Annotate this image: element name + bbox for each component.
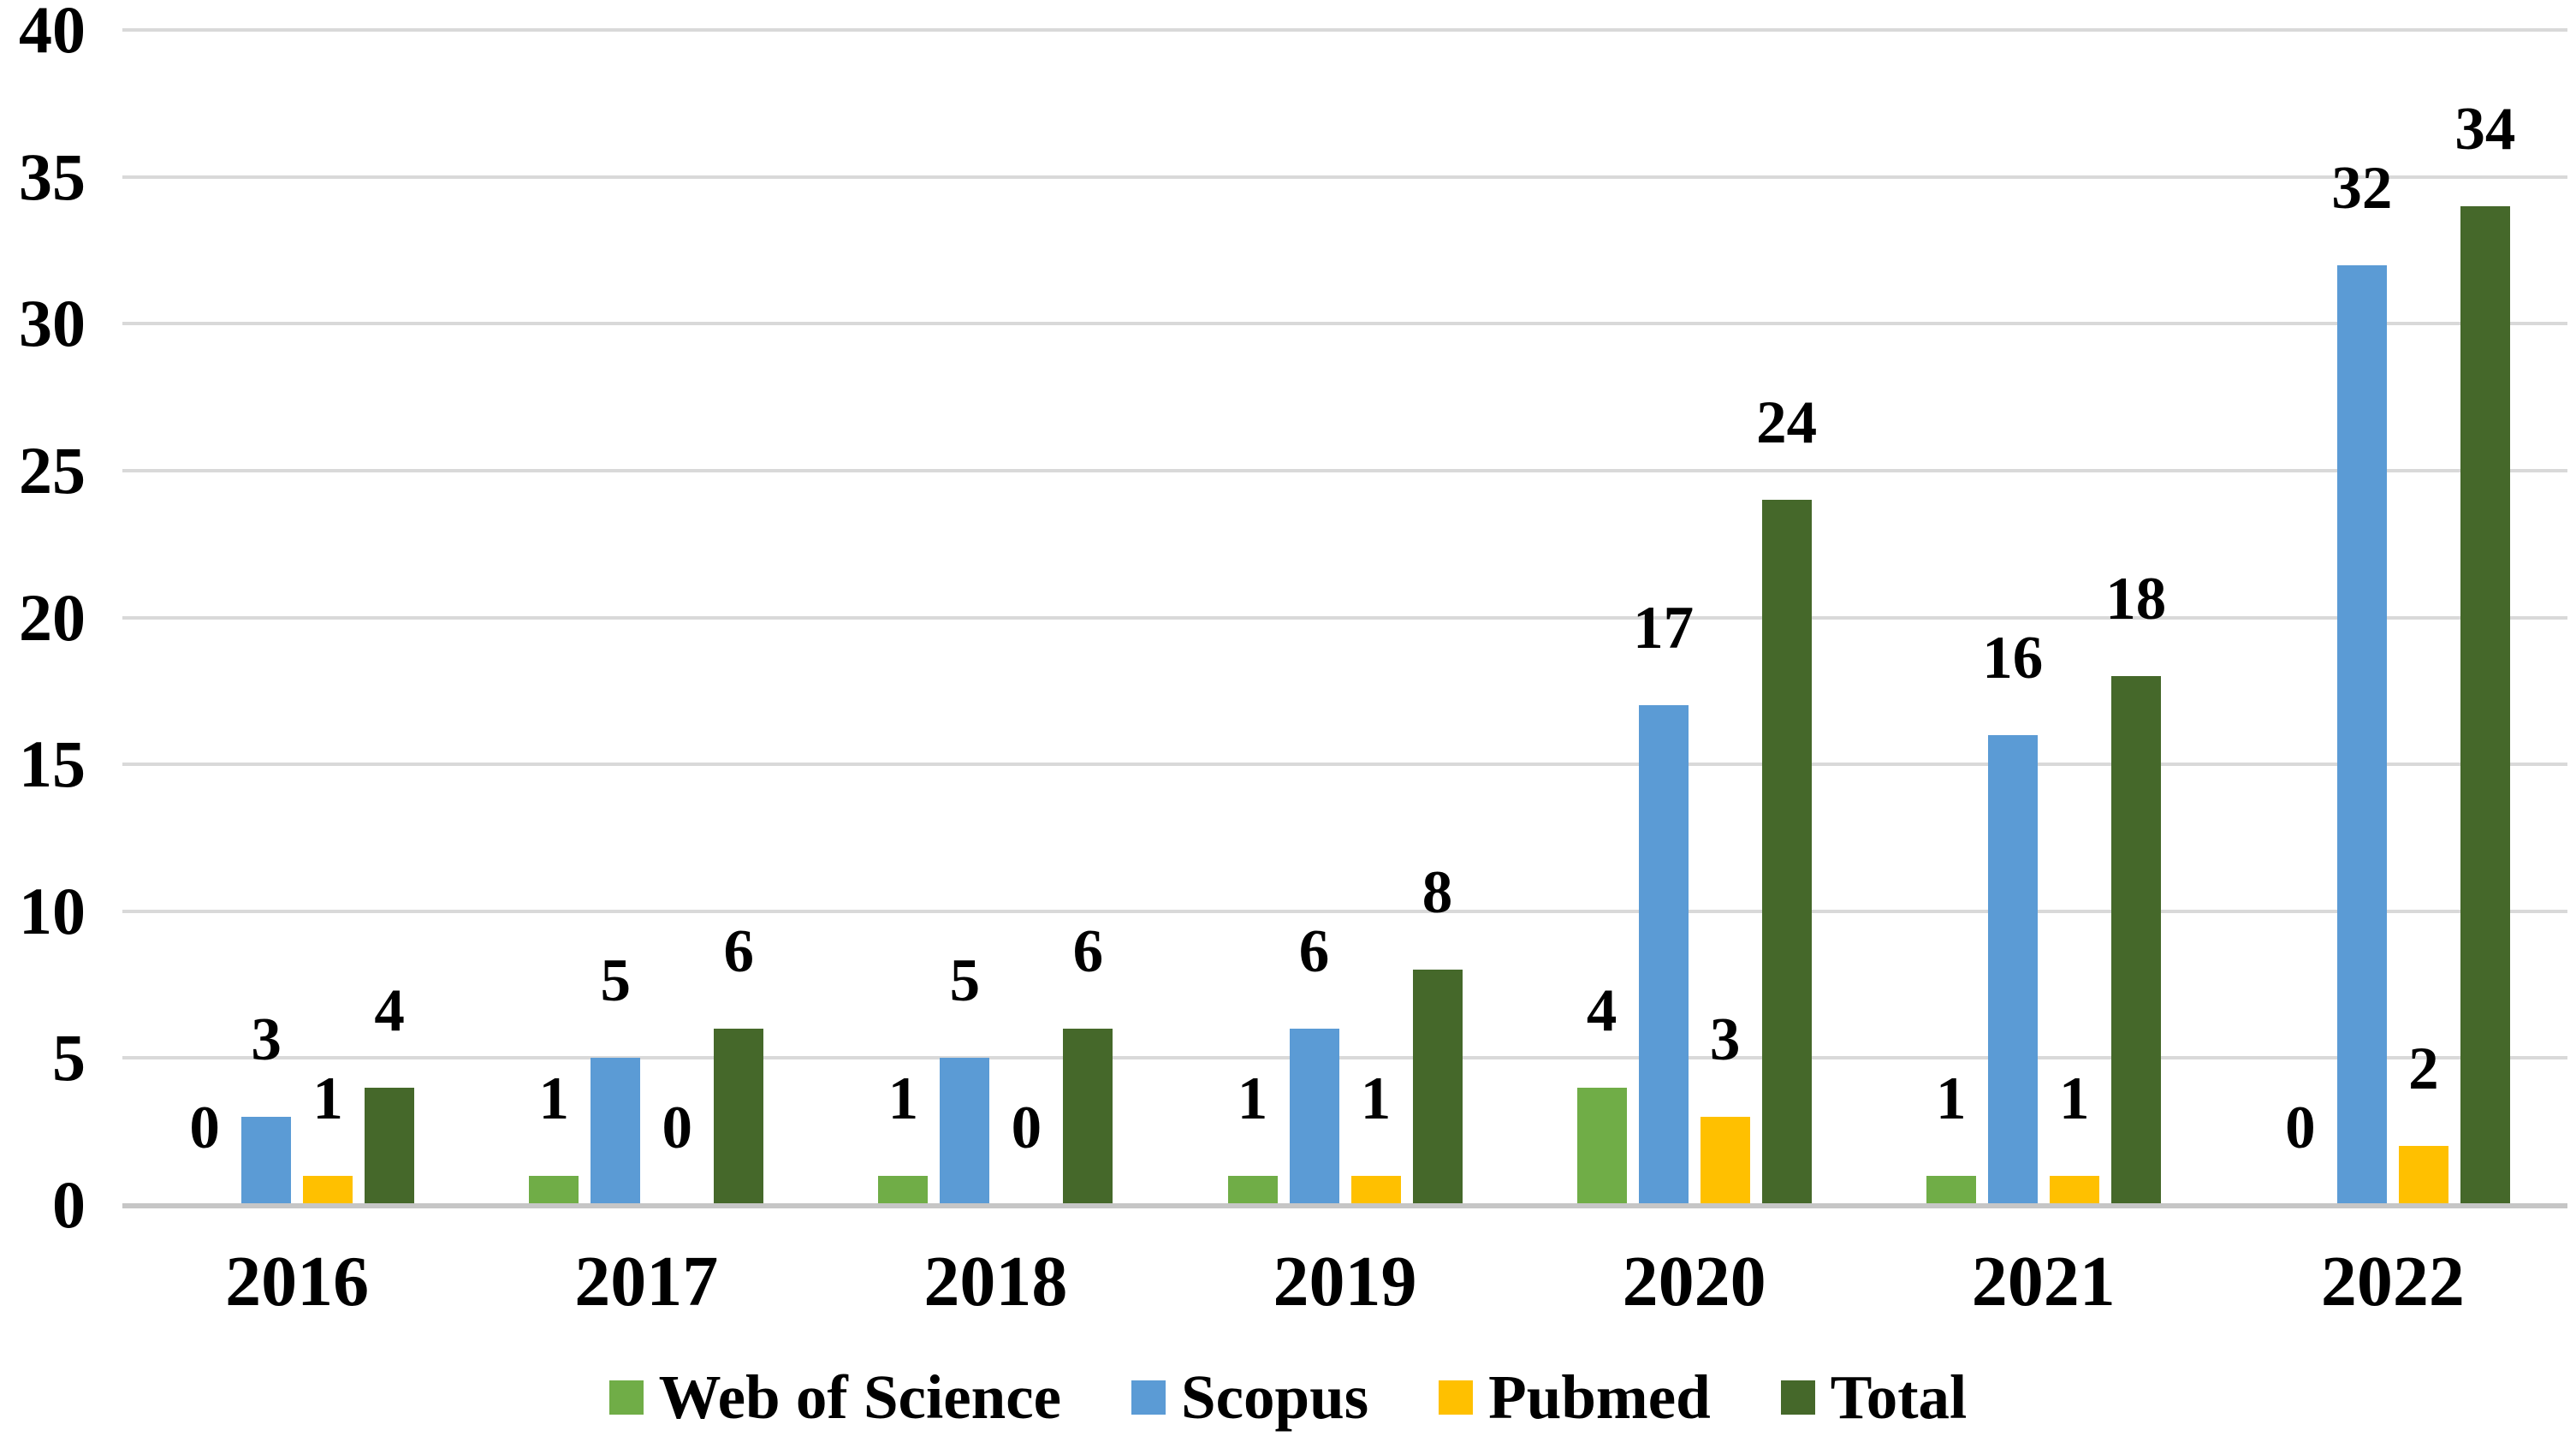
bar-total-2020	[1761, 500, 1812, 1205]
data-label-web-of-science-2021: 1	[1936, 1065, 1967, 1132]
bar-total-2021	[2110, 676, 2161, 1205]
x-axis-label-2022: 2022	[2320, 1242, 2465, 1321]
bar-scopus-2017	[591, 1058, 641, 1205]
bar-pubmed-2020	[1700, 1117, 1750, 1205]
gridline-y-35	[122, 175, 2567, 179]
data-label-scopus-2019: 6	[1298, 918, 1330, 986]
legend-swatch-scopus	[1131, 1380, 1166, 1415]
legend-label-total: Total	[1830, 1362, 1968, 1432]
data-label-total-2021: 18	[2105, 566, 2167, 633]
gridline-y-20	[122, 615, 2567, 620]
y-tick-label-40: 40	[19, 0, 86, 67]
bar-web-of-science-2020	[1576, 1087, 1627, 1205]
y-tick-label-30: 30	[19, 286, 86, 361]
bar-scopus-2019	[1289, 1029, 1339, 1205]
data-label-scopus-2016: 3	[251, 1006, 282, 1074]
data-label-total-2017: 6	[723, 918, 754, 986]
y-tick-label-10: 10	[19, 873, 86, 948]
gridline-y-5	[122, 1056, 2567, 1060]
data-label-scopus-2020: 17	[1633, 595, 1695, 662]
data-label-web-of-science-2017: 1	[538, 1065, 569, 1132]
data-label-total-2019: 8	[1422, 859, 1453, 927]
gridline-y-30	[122, 322, 2567, 326]
data-label-scopus-2018: 5	[949, 947, 981, 1015]
data-label-scopus-2021: 16	[1982, 624, 2044, 691]
data-label-web-of-science-2019: 1	[1237, 1065, 1268, 1132]
legend-label-scopus: Scopus	[1181, 1362, 1369, 1432]
legend-swatch-web-of-science	[608, 1380, 644, 1415]
bar-scopus-2018	[940, 1058, 990, 1205]
bar-pubmed-2022	[2398, 1146, 2448, 1205]
bar-pubmed-2016	[303, 1175, 353, 1205]
data-label-total-2022: 34	[2454, 95, 2516, 163]
x-axis-label-2016: 2016	[225, 1242, 370, 1321]
legend-label-web-of-science: Web of Science	[658, 1362, 1062, 1432]
legend-label-pubmed: Pubmed	[1488, 1362, 1711, 1432]
data-label-pubmed-2020: 3	[1709, 1006, 1741, 1074]
data-label-web-of-science-2018: 1	[887, 1065, 919, 1132]
data-label-pubmed-2017: 0	[662, 1095, 692, 1161]
bar-total-2022	[2460, 205, 2510, 1205]
y-tick-label-15: 15	[19, 727, 86, 802]
bar-total-2018	[1063, 1029, 1113, 1205]
data-label-pubmed-2021: 1	[2059, 1065, 2090, 1132]
data-label-total-2020: 24	[1756, 389, 1818, 457]
gridline-y-25	[122, 468, 2567, 472]
bar-total-2017	[714, 1029, 764, 1205]
data-label-web-of-science-2022: 0	[2285, 1095, 2316, 1161]
x-axis-line	[122, 1203, 2567, 1208]
bar-pubmed-2019	[1350, 1175, 1401, 1205]
bar-web-of-science-2017	[529, 1175, 579, 1205]
x-axis-label-2020: 2020	[1622, 1242, 1766, 1321]
legend-swatch-total	[1780, 1380, 1815, 1415]
gridline-y-10	[122, 909, 2567, 913]
data-label-pubmed-2016: 1	[312, 1065, 343, 1132]
legend-item-scopus: Scopus	[1131, 1355, 1368, 1440]
bar-web-of-science-2018	[878, 1175, 929, 1205]
legend: Web of Science Scopus Pubmed Total	[0, 1355, 2576, 1440]
data-label-scopus-2017: 5	[600, 947, 631, 1015]
x-axis-label-2017: 2017	[574, 1242, 719, 1321]
bar-web-of-science-2019	[1227, 1175, 1278, 1205]
y-tick-label-5: 5	[52, 1020, 86, 1095]
y-tick-label-20: 20	[19, 579, 86, 655]
x-axis-label-2021: 2021	[1971, 1242, 2116, 1321]
data-label-pubmed-2022: 2	[2408, 1036, 2439, 1103]
y-tick-label-0: 0	[52, 1167, 86, 1242]
data-label-web-of-science-2016: 0	[189, 1095, 220, 1161]
data-label-web-of-science-2020: 4	[1586, 976, 1617, 1044]
bar-pubmed-2021	[2049, 1175, 2099, 1205]
legend-item-pubmed: Pubmed	[1439, 1355, 1711, 1440]
x-axis-label-2019: 2019	[1273, 1242, 1417, 1321]
bar-scopus-2016	[241, 1117, 292, 1205]
bar-scopus-2021	[1987, 734, 2038, 1205]
gridline-y-15	[122, 763, 2567, 767]
data-label-scopus-2022: 32	[2331, 154, 2393, 222]
legend-swatch-pubmed	[1439, 1380, 1474, 1415]
bar-scopus-2020	[1638, 705, 1689, 1205]
data-label-pubmed-2018: 0	[1011, 1095, 1042, 1161]
gridline-y-40	[122, 28, 2567, 32]
data-label-total-2016: 4	[374, 976, 405, 1044]
data-label-total-2018: 6	[1072, 918, 1104, 986]
bar-total-2016	[365, 1087, 415, 1205]
bar-total-2019	[1412, 970, 1463, 1205]
bar-web-of-science-2021	[1926, 1175, 1976, 1205]
y-tick-label-35: 35	[19, 139, 86, 214]
bar-scopus-2022	[2336, 264, 2387, 1205]
data-label-pubmed-2019: 1	[1360, 1065, 1392, 1132]
legend-item-total: Total	[1780, 1355, 1968, 1440]
x-axis-label-2018: 2018	[923, 1242, 1068, 1321]
legend-item-web-of-science: Web of Science	[608, 1355, 1062, 1440]
y-tick-label-25: 25	[19, 432, 86, 507]
